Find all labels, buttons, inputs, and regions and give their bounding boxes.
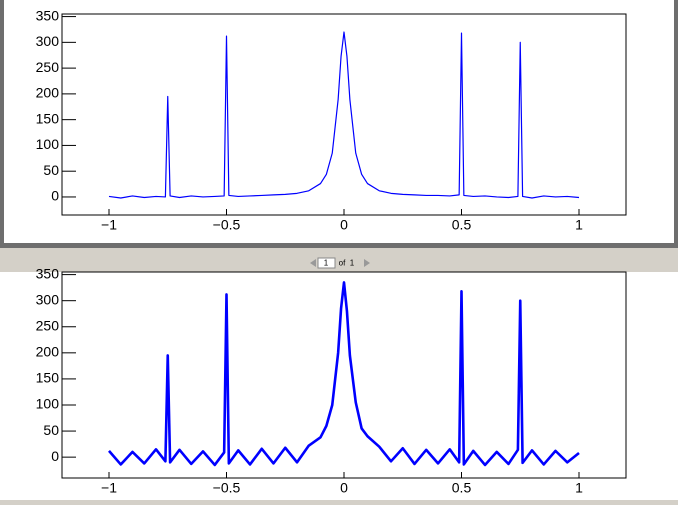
y-tick-label: 300	[36, 33, 60, 49]
data-line	[108, 281, 580, 467]
y-tick-label: 350	[36, 7, 60, 23]
page-number: 1	[324, 259, 329, 268]
x-tick-label: −1	[101, 217, 117, 233]
x-tick-label: −0.5	[213, 217, 241, 233]
x-tick-label: 1	[575, 480, 583, 496]
y-tick-label: 100	[36, 396, 60, 412]
y-tick-label: 150	[36, 370, 60, 386]
x-tick-label: −1	[101, 480, 117, 496]
toolbar	[0, 248, 678, 272]
bottom-panel	[0, 272, 678, 500]
x-tick-label: 0.5	[452, 217, 472, 233]
x-tick-label: 0.5	[452, 480, 472, 496]
y-tick-label: 50	[43, 422, 59, 438]
page-of: of	[339, 259, 346, 268]
top-panel	[4, 0, 674, 243]
x-tick-label: 0	[340, 480, 348, 496]
y-tick-label: 50	[43, 162, 59, 178]
y-tick-label: 300	[36, 291, 60, 307]
y-tick-label: 0	[51, 188, 59, 204]
y-tick-label: 250	[36, 59, 60, 75]
x-tick-label: 0	[340, 217, 348, 233]
prev-button[interactable]	[310, 259, 316, 267]
next-button[interactable]	[364, 259, 370, 267]
y-tick-label: 200	[36, 85, 60, 101]
page-input[interactable]	[317, 257, 336, 269]
x-tick-label: −0.5	[213, 480, 241, 496]
y-tick-label: 150	[36, 110, 60, 126]
x-tick-label: 1	[575, 217, 583, 233]
y-tick-label: 100	[36, 136, 60, 152]
page-total: 1	[350, 259, 355, 268]
y-tick-label: 250	[36, 317, 60, 333]
y-tick-label: 350	[36, 265, 60, 281]
y-tick-label: 0	[51, 448, 59, 464]
y-tick-label: 200	[36, 344, 60, 360]
data-line	[108, 31, 580, 199]
